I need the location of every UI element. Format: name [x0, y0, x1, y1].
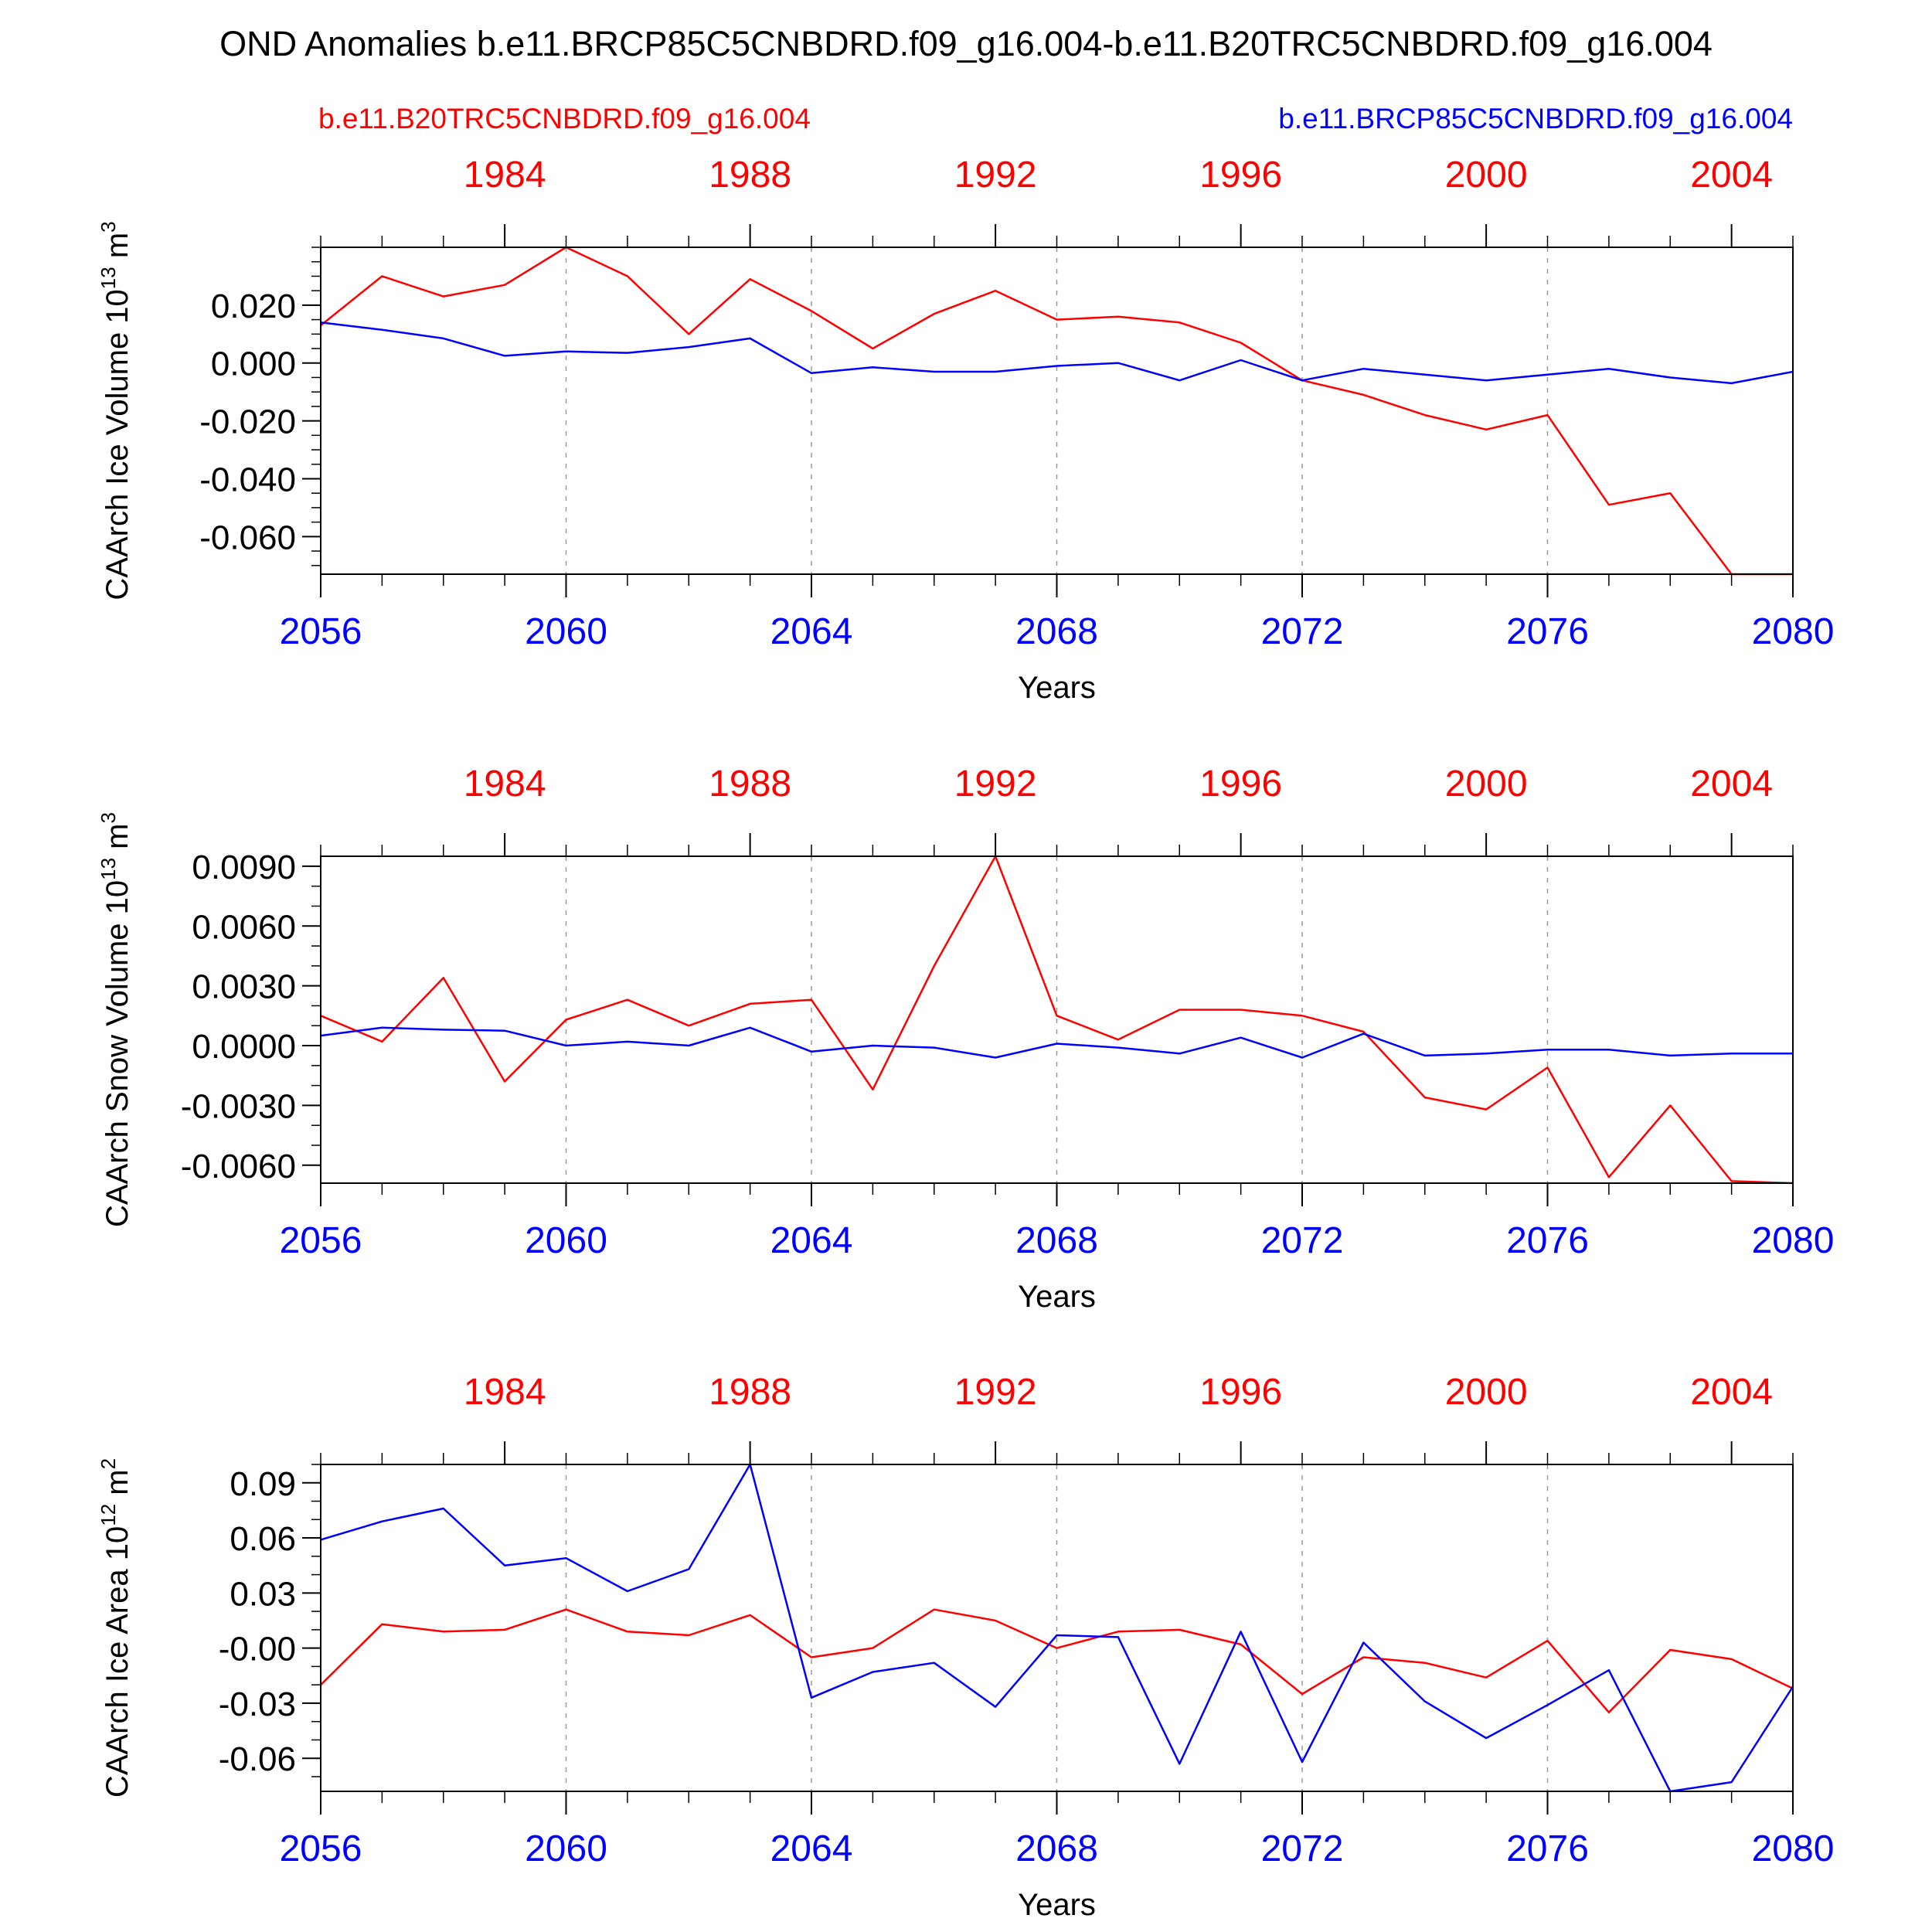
- x-bottom-tick-label: 2072: [1261, 1220, 1344, 1261]
- x-bottom-tick-label: 2080: [1752, 1828, 1835, 1869]
- x-bottom-tick-label: 2068: [1015, 611, 1098, 652]
- y-tick-label: 0.020: [211, 287, 296, 325]
- x-top-tick-label: 1988: [709, 1372, 791, 1413]
- x-top-tick-label: 2000: [1445, 1372, 1528, 1413]
- x-axis-label: Years: [1018, 671, 1096, 705]
- y-axis-label-part: 12: [97, 1504, 120, 1526]
- series-line-future: [320, 321, 1794, 385]
- x-top-tick-label: 1988: [709, 155, 791, 196]
- y-axis-label-part: m: [100, 233, 134, 267]
- chart-title: OND Anomalies b.e11.BRCP85C5CNBDRD.f09_g…: [219, 24, 1713, 63]
- x-top-tick-label: 1996: [1199, 1372, 1282, 1413]
- y-tick-label: -0.0060: [181, 1148, 296, 1185]
- x-axis-label: Years: [1018, 1888, 1096, 1922]
- y-tick-label: -0.020: [199, 403, 296, 441]
- y-tick-label: -0.060: [199, 519, 296, 556]
- panel-snow-volume: 0.0090 0.0060 0.0030 0.0000 -0.0030 -0.0060 20…: [97, 764, 1834, 1314]
- x-top-tick-label: 2000: [1445, 155, 1528, 196]
- x-bottom-tick-label: 2060: [525, 611, 607, 652]
- y-axis-label-part: 2: [97, 1458, 120, 1469]
- x-bottom-tick-label: 2056: [280, 1220, 362, 1261]
- x-top-tick-label: 2004: [1690, 764, 1773, 804]
- x-bottom-tick-label: 2068: [1015, 1828, 1098, 1869]
- x-top-tick-label: 2004: [1690, 155, 1773, 196]
- x-top-tick-label: 1992: [954, 155, 1037, 196]
- y-tick-label: -0.0030: [181, 1087, 296, 1125]
- x-bottom-tick-label: 2060: [525, 1828, 607, 1869]
- y-axis-label-part: m: [100, 823, 134, 857]
- y-axis-label-part: CAArch Ice Volume 10: [100, 289, 134, 600]
- x-top-tick-label: 1988: [709, 764, 791, 804]
- y-axis-label: CAArch Snow Volume 1013 m3: [97, 812, 134, 1227]
- x-top-tick-label: 1996: [1199, 764, 1282, 804]
- x-bottom-tick-label: 2072: [1261, 1828, 1344, 1869]
- y-axis-label-part: 3: [97, 812, 120, 823]
- x-bottom-tick-label: 2064: [770, 1828, 853, 1869]
- y-axis-label: CAArch Ice Area 1012 m2: [97, 1458, 134, 1798]
- y-axis-label-part: m: [100, 1469, 134, 1503]
- x-bottom-tick-label: 2056: [280, 611, 362, 652]
- x-top-tick-label: 1996: [1199, 155, 1282, 196]
- y-tick-label: 0.000: [211, 345, 296, 383]
- y-axis-label-part: 13: [97, 267, 120, 289]
- x-top-tick-label: 1984: [464, 155, 546, 196]
- x-bottom-tick-label: 2068: [1015, 1220, 1098, 1261]
- y-tick-label: 0.0090: [192, 849, 296, 886]
- y-axis-label: CAArch Ice Volume 1013 m3: [97, 221, 134, 600]
- x-bottom-tick-label: 2080: [1752, 1220, 1835, 1261]
- y-axis-label-part: 13: [97, 858, 120, 880]
- y-tick-label: -0.03: [219, 1685, 296, 1723]
- x-top-tick-label: 1984: [464, 764, 546, 804]
- x-top-tick-label: 2004: [1690, 1372, 1773, 1413]
- x-bottom-tick-label: 2076: [1506, 1828, 1589, 1869]
- y-tick-label: 0.03: [230, 1575, 296, 1613]
- y-axis-label-part: 3: [97, 221, 120, 232]
- x-bottom-tick-label: 2072: [1261, 611, 1344, 652]
- y-tick-label: -0.040: [199, 461, 296, 498]
- x-bottom-tick-label: 2060: [525, 1220, 607, 1261]
- x-bottom-tick-label: 2064: [770, 611, 853, 652]
- legend-future-run: b.e11.BRCP85C5CNBDRD.f09_g16.004: [1278, 103, 1793, 134]
- x-top-tick-label: 2000: [1445, 764, 1528, 804]
- y-axis-label-part: CAArch Ice Area 10: [100, 1526, 134, 1798]
- y-tick-label: 0.06: [230, 1520, 296, 1558]
- x-top-tick-label: 1984: [464, 1372, 546, 1413]
- x-top-tick-label: 1992: [954, 764, 1037, 804]
- x-axis-label: Years: [1018, 1280, 1096, 1314]
- y-tick-label: -0.00: [219, 1631, 296, 1668]
- y-tick-label: -0.06: [219, 1740, 296, 1778]
- x-top-tick-label: 1992: [954, 1372, 1037, 1413]
- x-bottom-tick-label: 2076: [1506, 611, 1589, 652]
- panel-ice-volume: 0.020 0.000 -0.020 -0.040 -0.060 2056 2060 2064…: [97, 155, 1834, 705]
- y-tick-label: 0.0000: [192, 1028, 296, 1066]
- x-bottom-tick-label: 2080: [1752, 611, 1835, 652]
- y-tick-label: 0.0030: [192, 968, 296, 1006]
- x-bottom-tick-label: 2064: [770, 1220, 853, 1261]
- y-tick-label: 0.09: [230, 1465, 296, 1503]
- y-axis-label-part: CAArch Snow Volume 10: [100, 880, 134, 1227]
- x-bottom-tick-label: 2056: [280, 1828, 362, 1869]
- y-tick-label: 0.0060: [192, 908, 296, 946]
- x-bottom-tick-label: 2076: [1506, 1220, 1589, 1261]
- legend-historical-run: b.e11.B20TRC5CNBDRD.f09_g16.004: [318, 103, 811, 134]
- panel-ice-area: 0.09 0.06 0.03 -0.00 -0.03 -0.06 2056 2060 2064 2…: [97, 1372, 1834, 1922]
